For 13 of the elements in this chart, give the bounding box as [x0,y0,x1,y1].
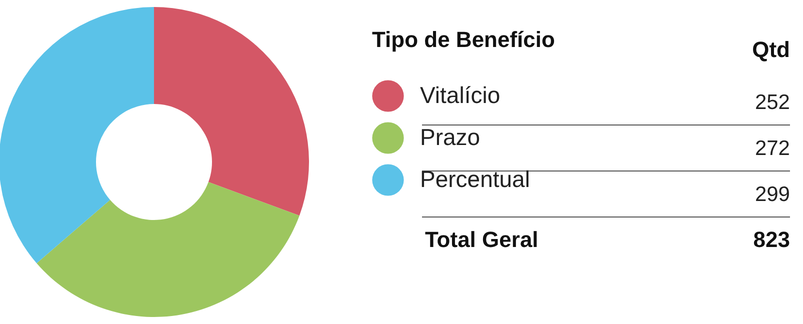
donut-slice [154,7,309,216]
text: 823 [753,227,790,252]
data-label: 272 [754,137,790,160]
legend-label: Vitalício [420,82,500,108]
donut-slice [0,7,154,264]
donut-slice [36,182,300,317]
text: Total Geral [425,227,538,252]
text: Qtd [752,37,790,62]
data-label: 252 [754,91,790,114]
legend-label: Percentual [420,166,530,192]
legend-label: Prazo [420,124,480,150]
legend-title: Tipo de Benefício [372,27,555,52]
data-label: 299 [754,183,790,206]
